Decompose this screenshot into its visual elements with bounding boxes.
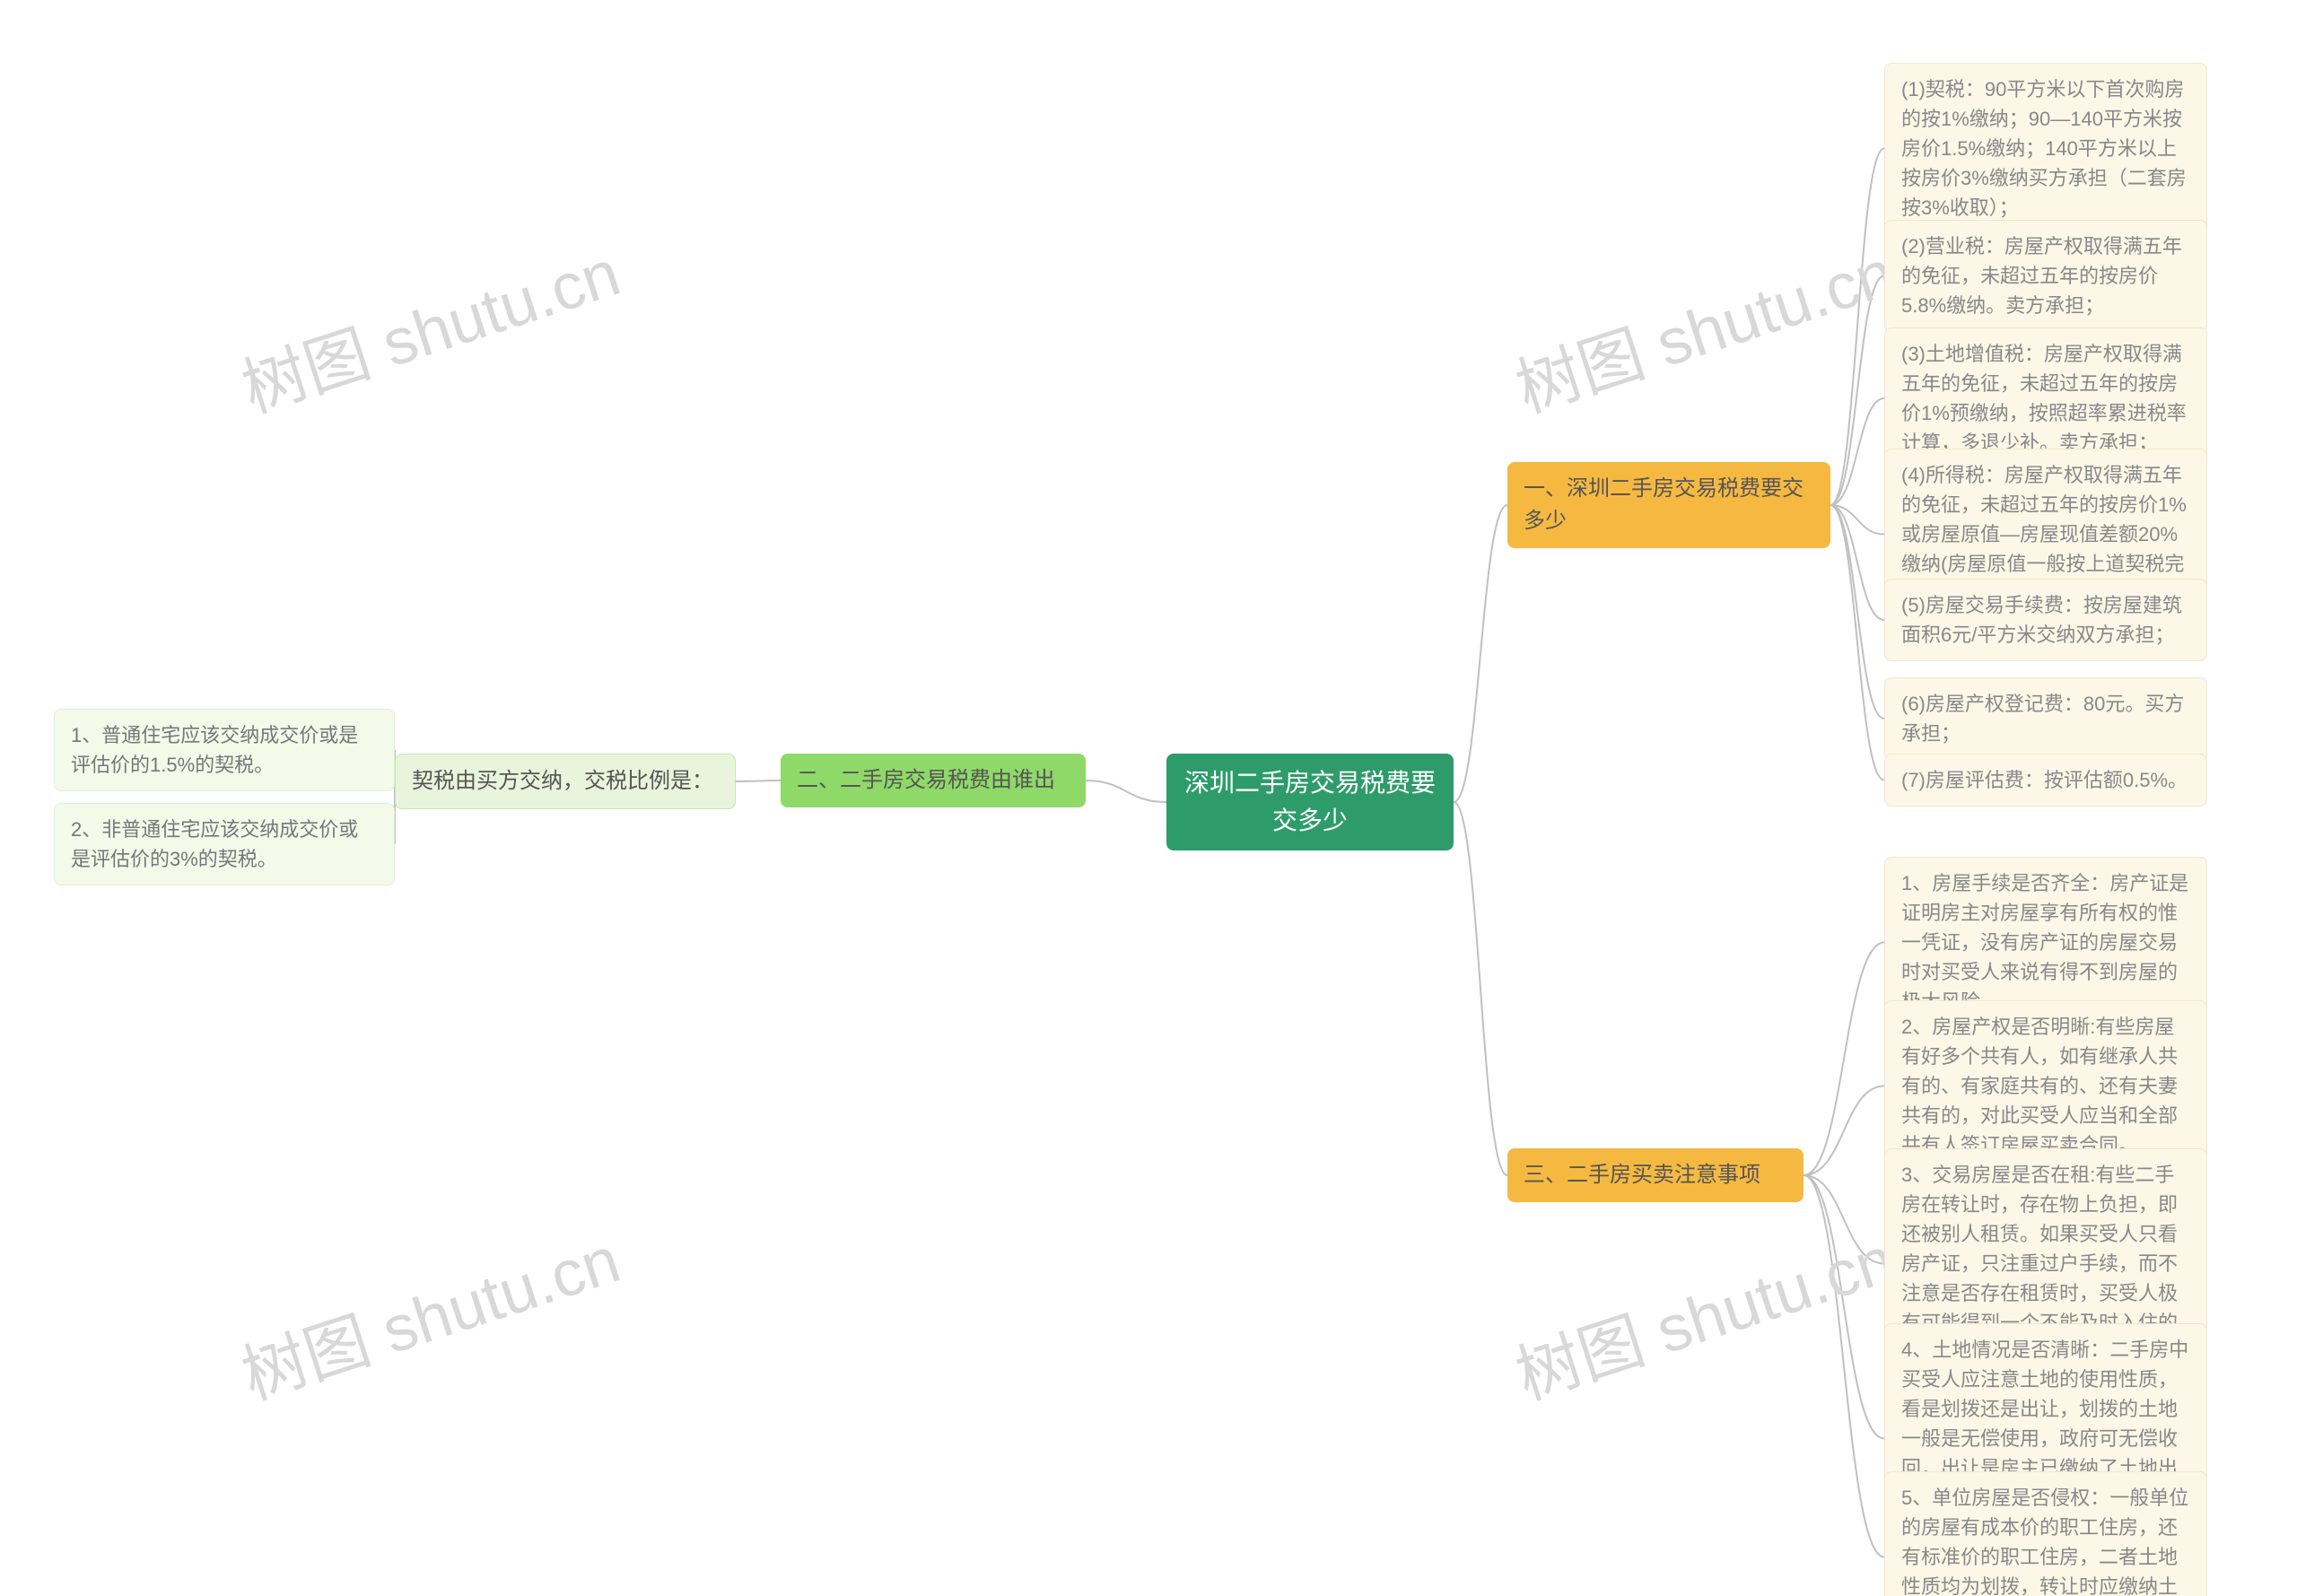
leaf-a-1[interactable]: (2)营业税：房屋产权取得满五年的免征，未超过五年的按房价5.8%缴纳。卖方承担… [1884,220,2207,332]
root-node[interactable]: 深圳二手房交易税费要交多少 [1166,754,1454,850]
watermark: 树图 shutu.cn [1502,1207,1903,1417]
leaf-b-1[interactable]: 2、非普通住宅应该交纳成交价或是评估价的3%的契税。 [54,803,395,885]
leaf-a-6[interactable]: (7)房屋评估费：按评估额0.5%。 [1884,754,2207,807]
branch-b[interactable]: 二、二手房交易税费由谁出 [781,754,1086,807]
leaf-a-0[interactable]: (1)契税：90平方米以下首次购房的按1%缴纳；90—140平方米按房价1.5%… [1884,63,2207,234]
watermark: 树图 shutu.cn [228,220,629,431]
watermark: 树图 shutu.cn [228,1207,629,1417]
watermark: 树图 shutu.cn [1502,220,1903,431]
leaf-c-1[interactable]: 2、房屋产权是否明晰:有些房屋有好多个共有人，如有继承人共有的、有家庭共有的、还… [1884,1000,2207,1172]
branch-a[interactable]: 一、深圳二手房交易税费要交多少 [1507,462,1830,548]
leaf-a-4[interactable]: (5)房屋交易手续费：按房屋建筑面积6元/平方米交纳双方承担； [1884,579,2207,661]
branch-c[interactable]: 三、二手房买卖注意事项 [1507,1148,1804,1202]
leaf-b-0[interactable]: 1、普通住宅应该交纳成交价或是评估价的1.5%的契税。 [54,709,395,791]
leaf-a-5[interactable]: (6)房屋产权登记费：80元。买方承担； [1884,677,2207,760]
leaf-c-4[interactable]: 5、单位房屋是否侵权：一般单位的房屋有成本价的职工住房，还有标准价的职工住房，二… [1884,1471,2207,1596]
sub-b[interactable]: 契税由买方交纳，交税比例是： [395,754,736,809]
